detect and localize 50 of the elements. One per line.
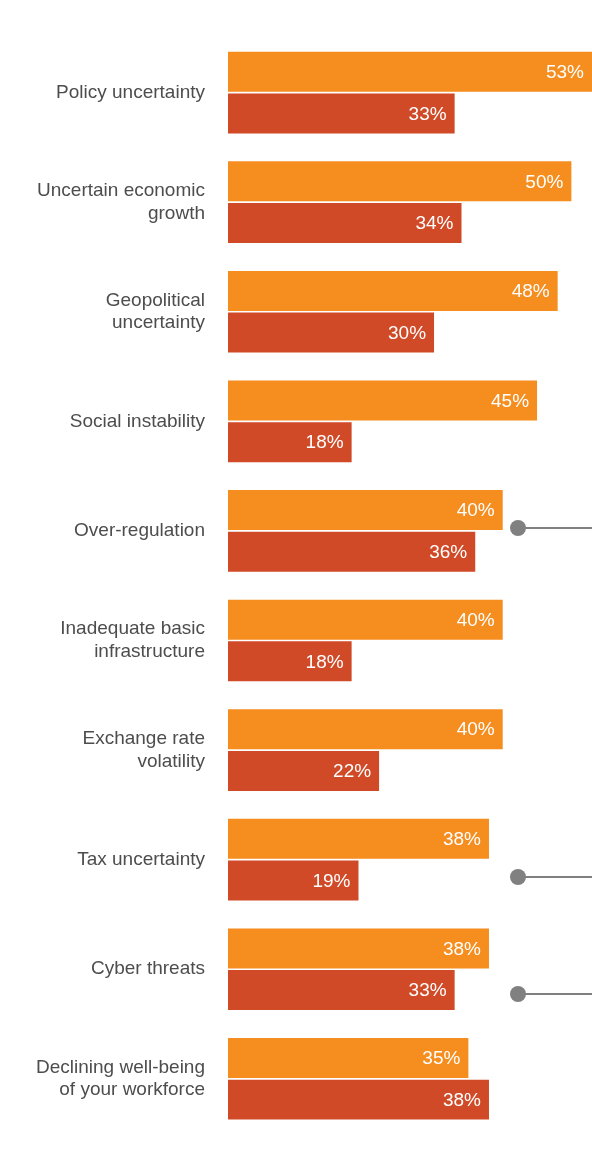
bar xyxy=(228,203,462,243)
bar xyxy=(228,1079,489,1120)
bar xyxy=(228,531,476,572)
data-label: 48% xyxy=(511,280,550,302)
bar xyxy=(228,422,352,463)
y-tick-label: Declining well-being of your workforce xyxy=(36,1055,205,1100)
bar xyxy=(228,970,455,1011)
data-label: 18% xyxy=(305,431,344,453)
data-label: 38% xyxy=(442,828,482,850)
bar xyxy=(228,312,435,353)
bar xyxy=(228,51,592,92)
y-tick-label: Over-regulation xyxy=(74,519,205,541)
bar xyxy=(228,599,503,640)
data-label: 33% xyxy=(408,979,447,1001)
data-label: 40% xyxy=(456,608,495,630)
bar xyxy=(228,860,359,901)
y-tick-label: Social instability xyxy=(69,409,206,431)
bar xyxy=(228,1038,469,1078)
data-label: 35% xyxy=(422,1047,461,1069)
bar xyxy=(228,641,352,682)
data-label: 36% xyxy=(429,540,468,562)
bar xyxy=(228,270,558,311)
data-label: 34% xyxy=(415,212,454,234)
bar xyxy=(228,818,489,859)
bar xyxy=(228,490,503,531)
data-label: 40% xyxy=(456,499,495,521)
data-label: 22% xyxy=(333,760,372,782)
bar xyxy=(228,928,489,969)
data-label: 38% xyxy=(442,1088,482,1110)
y-tick-label: Geopolitical uncertainty xyxy=(105,288,206,333)
data-label: 45% xyxy=(491,389,530,411)
data-label: 40% xyxy=(456,718,495,740)
bar xyxy=(228,709,503,750)
bar xyxy=(228,161,572,202)
y-tick-label: Cyber threats xyxy=(90,957,205,979)
data-label: 50% xyxy=(525,170,564,192)
data-label: 18% xyxy=(305,650,344,672)
data-label: 53% xyxy=(545,61,585,82)
data-label: 38% xyxy=(442,937,482,959)
y-tick-label: Tax uncertainty xyxy=(77,847,206,869)
bar xyxy=(228,750,380,791)
data-label: 33% xyxy=(408,102,447,124)
y-tick-label: Policy uncertainty xyxy=(56,80,206,102)
bar xyxy=(228,380,538,421)
y-tick-label: Inadequate basic infrastructure xyxy=(60,617,205,662)
data-label: 19% xyxy=(312,869,351,891)
y-tick-label: Exchange rate volatility xyxy=(82,726,206,771)
data-label: 30% xyxy=(388,321,427,343)
y-tick-label: Uncertain economic growth xyxy=(37,179,205,223)
bar xyxy=(228,93,455,134)
